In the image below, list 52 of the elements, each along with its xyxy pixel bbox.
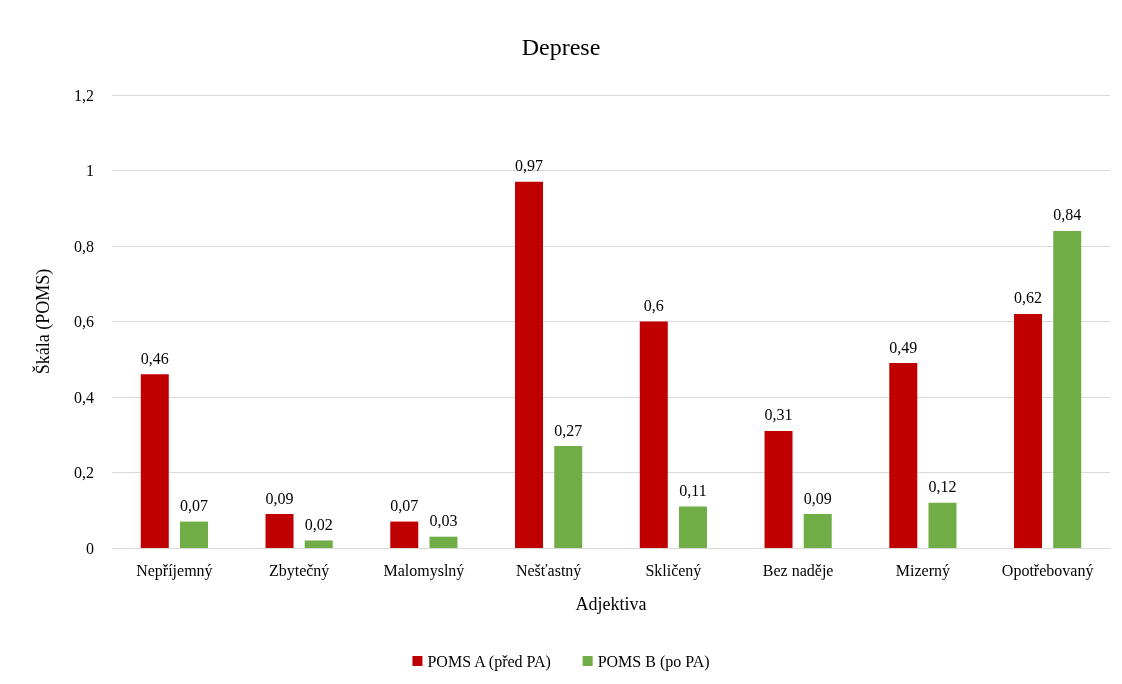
data-label: 0,49 — [889, 338, 918, 356]
legend-label: POMS A (před PA) — [427, 652, 551, 671]
bar — [304, 540, 333, 548]
y-axis-title: Škála (POMS) — [32, 268, 54, 375]
y-tick-label: 1 — [86, 162, 94, 179]
y-tick-label: 0,2 — [74, 464, 94, 481]
x-tick-label: Bez naděje — [762, 561, 834, 580]
data-label: 0,27 — [554, 421, 583, 439]
x-tick-label: Opotřebovaný — [1001, 561, 1094, 580]
data-label: 0,09 — [803, 489, 832, 507]
y-tick-label: 0,8 — [74, 237, 94, 255]
data-label: 0,46 — [140, 349, 169, 367]
data-label: 0,12 — [928, 478, 957, 496]
data-label: 0,62 — [1014, 289, 1043, 307]
bar — [140, 374, 169, 548]
bar — [678, 506, 707, 548]
data-label: 0,09 — [265, 489, 294, 507]
x-tick-label: Malomyslný — [383, 561, 465, 580]
x-tick-label: Nepříjemný — [136, 561, 213, 580]
data-label: 0,07 — [390, 497, 419, 515]
data-label: 0,11 — [679, 481, 707, 499]
data-label: 0,84 — [1053, 206, 1082, 224]
data-label: 0,31 — [764, 406, 793, 424]
x-axis-title: Adjektiva — [575, 594, 647, 614]
y-tick-label: 1,2 — [74, 86, 94, 104]
bar — [1014, 313, 1043, 548]
x-tick-label: Mizerný — [895, 561, 950, 580]
y-tick-label: 0 — [86, 539, 94, 557]
x-tick-label: Nešťastný — [515, 561, 582, 580]
data-label: 0,03 — [429, 512, 458, 530]
bar — [390, 521, 419, 548]
data-label: 0,07 — [179, 497, 208, 515]
bar — [889, 363, 918, 548]
data-label: 0,02 — [304, 515, 333, 533]
bar — [639, 321, 668, 548]
bar — [554, 446, 583, 548]
bar — [429, 536, 458, 548]
bar — [928, 502, 957, 548]
bar — [179, 521, 208, 548]
bar — [803, 514, 832, 548]
bar — [1053, 230, 1082, 548]
y-tick-label: 0,6 — [74, 313, 94, 330]
y-tick-label: 0,4 — [74, 388, 94, 406]
chart-title: Deprese — [521, 34, 601, 60]
bar — [764, 430, 793, 548]
bar — [265, 514, 294, 548]
bar — [515, 181, 544, 548]
legend-label: POMS B (po PA) — [597, 652, 710, 671]
data-label: 0,97 — [515, 157, 544, 175]
data-label: 0,6 — [643, 297, 664, 314]
x-tick-label: Skličený — [645, 561, 702, 580]
x-tick-label: Zbytečný — [268, 561, 330, 580]
